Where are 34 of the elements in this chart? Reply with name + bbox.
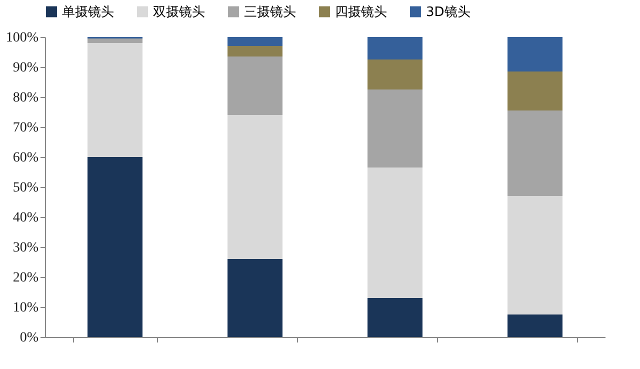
y-tick-label: 50%: [12, 180, 39, 196]
bar: [508, 37, 562, 72]
bar: [368, 60, 422, 90]
y-tick-label: 90%: [12, 60, 39, 76]
legend-label: 三摄镜头: [244, 4, 296, 20]
bar: [368, 90, 422, 168]
bar: [508, 314, 562, 337]
legend-label: 单摄镜头: [62, 4, 114, 20]
y-tick-label: 30%: [12, 240, 39, 256]
bar: [228, 56, 282, 115]
bar: [88, 38, 142, 43]
bar: [228, 37, 282, 46]
bar: [88, 43, 142, 157]
y-tick-label: 70%: [12, 120, 39, 136]
y-tick-label: 60%: [12, 150, 39, 166]
bar: [508, 72, 562, 110]
bar: [88, 157, 142, 337]
y-tick-label: 80%: [12, 90, 39, 106]
bar: [368, 298, 422, 337]
y-tick-label: 40%: [12, 210, 39, 226]
bar: [228, 115, 282, 259]
bar: [368, 168, 422, 298]
bar: [228, 259, 282, 337]
bar: [508, 110, 562, 196]
legend-label: 四摄镜头: [335, 4, 387, 20]
legend-label: 3D镜头: [426, 4, 470, 20]
y-tick-label: 20%: [12, 270, 39, 286]
y-tick-label: 100%: [6, 30, 39, 46]
bar: [228, 46, 282, 56]
y-tick-label: 10%: [12, 300, 39, 316]
bar: [368, 37, 422, 60]
legend-label: 双摄镜头: [153, 4, 205, 20]
bar: [508, 196, 562, 314]
y-tick-label: 0%: [20, 330, 39, 346]
